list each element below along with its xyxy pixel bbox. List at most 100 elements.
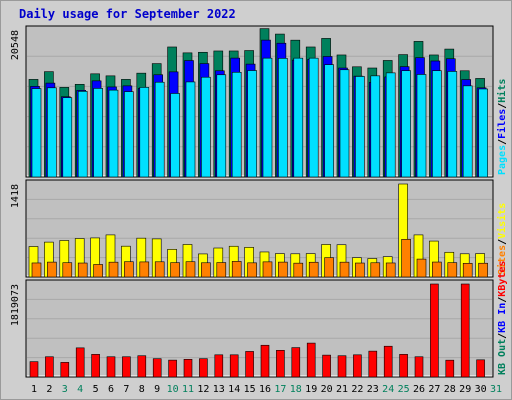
bar-pages-day-2 [47,87,57,178]
bar-pages-day-20 [324,64,334,178]
bar-pages-day-28 [447,71,458,178]
legend-item: Sites [496,245,508,275]
bar-sites-day-29 [462,262,473,278]
bar-kbytes-day-16 [260,344,270,378]
x-tick-label-day-31: 31 [490,384,502,395]
bar-kbytes-day-20 [322,354,331,378]
bar-kbytes-day-23 [368,350,378,378]
legend-item: Hits [496,79,508,103]
bar-kbytes-day-28 [445,359,455,378]
bar-kbytes-day-8 [137,355,147,378]
x-tick-label-day-8: 8 [139,384,145,395]
bar-pages-day-18 [293,57,304,178]
bar-sites-day-17 [278,261,288,278]
x-tick-label-day-6: 6 [108,384,114,395]
x-tick-label-day-23: 23 [367,384,379,395]
x-tick-label-day-9: 9 [154,384,160,395]
bar-kbytes-day-21 [337,355,347,378]
legend-item: / [497,139,508,145]
x-tick-label-day-13: 13 [213,384,225,395]
bar-sites-day-23 [370,262,381,278]
legend-item: / [497,297,508,303]
x-tick-label-day-10: 10 [167,384,179,395]
bar-pages-day-15 [247,70,257,178]
bar-kbytes-day-3 [60,362,70,378]
x-tick-label-day-19: 19 [305,384,317,395]
bar-sites-day-6 [108,261,119,278]
chart-title: Daily usage for September 2022 [19,7,236,21]
bar-pages-day-11 [185,81,196,178]
legend-item: / [497,239,508,245]
bar-sites-day-18 [293,262,304,278]
bar-kbytes-day-9 [152,358,162,378]
legend-item: KB Out [497,339,508,375]
legend-item: / [497,333,508,339]
bar-sites-day-15 [247,262,257,278]
bar-sites-day-13 [216,262,227,278]
bar-sites-day-1 [31,262,42,278]
bar-pages-day-16 [262,57,273,178]
bar-sites-day-14 [231,261,242,278]
bar-pages-day-21 [339,69,350,178]
bar-kbytes-day-27 [430,283,439,378]
x-tick-label-day-28: 28 [444,384,456,395]
x-tick-label-day-17: 17 [274,384,286,395]
legend-item: Pages [497,145,508,175]
bar-kbytes-day-29 [460,283,470,378]
bar-sites-day-24 [385,262,396,278]
bar-kbytes-day-26 [414,356,424,378]
bar-kbytes-day-10 [168,359,177,378]
x-tick-label-day-2: 2 [46,384,52,395]
bar-sites-day-2 [47,261,57,278]
bar-pages-day-5 [93,88,103,178]
x-tick-label-day-14: 14 [228,384,240,395]
legend-item: KB In [497,303,508,333]
legend-hits-files-pages: Pages/Files/Hits [496,79,508,175]
x-tick-label-day-16: 16 [259,384,271,395]
bar-sites-day-27 [432,261,442,278]
x-tick-label-day-24: 24 [382,384,394,395]
bar-sites-day-25 [401,239,411,278]
bar-sites-day-7 [124,261,134,278]
bar-sites-day-11 [185,261,196,278]
bar-pages-day-25 [401,70,411,178]
bar-sites-day-20 [324,257,334,278]
bar-sites-day-8 [139,261,150,278]
bar-kbytes-day-19 [306,342,316,378]
x-tick-label-day-26: 26 [413,384,425,395]
x-tick-label-day-21: 21 [336,384,348,395]
bar-sites-day-26 [416,258,427,278]
legend-item: / [497,103,508,109]
bar-kbytes-day-18 [291,347,301,378]
x-tick-label-day-25: 25 [398,384,410,395]
bar-kbytes-day-15 [245,351,254,378]
bar-kbytes-day-25 [399,354,408,378]
bar-pages-day-26 [416,74,427,178]
y-max-label: 1418 [10,184,21,208]
bar-sites-day-28 [447,262,458,278]
bar-sites-day-12 [201,262,211,278]
bar-kbytes-day-17 [276,350,285,378]
x-tick-label-day-7: 7 [123,384,129,395]
bar-pages-day-22 [355,76,365,178]
bar-kbytes-day-2 [45,356,54,378]
x-tick-label-day-3: 3 [62,384,68,395]
bar-sites-day-4 [77,262,88,278]
bar-sites-day-5 [93,264,103,278]
bar-kbytes-day-11 [183,359,193,378]
bar-sites-day-3 [62,262,73,278]
bar-kbytes-day-7 [122,356,131,378]
bar-sites-day-19 [308,261,319,278]
legend-item: Files [496,109,508,139]
bar-pages-day-14 [231,71,242,178]
x-tick-label-day-1: 1 [31,384,37,395]
x-tick-label-day-22: 22 [351,384,363,395]
x-tick-label-day-15: 15 [244,384,256,395]
bar-sites-day-10 [170,262,180,278]
bar-pages-day-3 [62,97,73,178]
legend-item: Visits [496,203,508,239]
bar-pages-day-24 [385,72,396,178]
bar-sites-day-21 [339,261,350,278]
x-tick-label-day-29: 29 [459,384,471,395]
bar-kbytes-day-22 [353,354,362,378]
